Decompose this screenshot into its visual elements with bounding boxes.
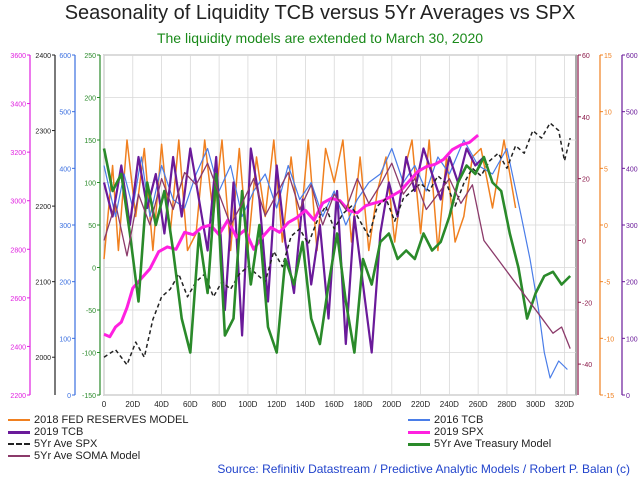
legend-label: 5Yr Ave SPX <box>34 438 98 450</box>
x-tick-label: 140D <box>296 400 315 409</box>
blue-tick-label: 200 <box>59 280 71 287</box>
chart-legend: 2018 FED RESERVES MODEL 2016 TCB 2019 TCB 2… <box>8 414 608 464</box>
blue-tick-label: 0 <box>67 393 71 400</box>
spx_magenta-tick-label: 3000 <box>10 199 26 206</box>
maroon-tick-label: -40 <box>582 362 592 369</box>
legend-item: 5Yr Ave Treasury Model <box>408 438 551 450</box>
x-tick-label: 320D <box>555 400 574 409</box>
green-tick-label: -50 <box>86 308 96 315</box>
spx_magenta-tick-label: 2200 <box>10 393 26 400</box>
legend-item: 5Yr Ave SPX <box>8 438 97 450</box>
orange-tick-label: 15 <box>604 53 612 60</box>
legend-swatch <box>8 443 30 445</box>
orange-tick-label: -15 <box>604 393 614 400</box>
tcb_black-tick-label: 2000 <box>35 355 51 362</box>
x-tick-label: 60D <box>183 400 198 409</box>
x-tick-label: 0 <box>102 400 107 409</box>
legend-item: 5Yr Ave SOMA Model <box>8 450 140 462</box>
legend-label: 2018 FED RESERVES MODEL <box>34 414 189 426</box>
blue-tick-label: 500 <box>59 110 71 117</box>
legend-label: 5Yr Ave Treasury Model <box>434 438 552 450</box>
spx_magenta-tick-label: 3200 <box>10 150 26 157</box>
legend-label: 2019 TCB <box>34 426 84 438</box>
tcb_black-tick-label: 2400 <box>35 53 51 60</box>
legend-item: 2016 TCB <box>408 414 483 426</box>
purple-tick-label: 400 <box>626 166 638 173</box>
legend-swatch <box>408 430 430 434</box>
x-tick-label: 260D <box>469 400 488 409</box>
series-line-4 <box>103 122 571 366</box>
purple-tick-label: 200 <box>626 280 638 287</box>
spx_magenta-tick-label: 2800 <box>10 247 26 254</box>
spx_magenta-tick-label: 2600 <box>10 296 26 303</box>
chart-title: Seasonality of Liquidity TCB versus 5Yr … <box>64 2 576 24</box>
series-line-1 <box>103 139 568 379</box>
x-tick-label: 300D <box>526 400 545 409</box>
legend-swatch <box>408 419 430 421</box>
spx_magenta-tick-label: 3400 <box>10 102 26 109</box>
blue-tick-label: 300 <box>59 223 71 230</box>
legend-item: 2018 FED RESERVES MODEL <box>8 414 188 426</box>
spx_magenta-tick-label: 2400 <box>10 344 26 351</box>
legend-swatch <box>8 430 30 434</box>
green-tick-label: 50 <box>88 223 96 230</box>
maroon-tick-label: 40 <box>582 115 590 122</box>
spx_magenta-tick-label: 3600 <box>10 53 26 60</box>
x-tick-label: 40D <box>154 400 169 409</box>
blue-tick-label: 600 <box>59 53 71 60</box>
legend-swatch <box>8 419 30 421</box>
blue-tick-label: 100 <box>59 336 71 343</box>
green-tick-label: 200 <box>84 96 96 103</box>
x-tick-label: 160D <box>325 400 344 409</box>
x-tick-label: 20D <box>125 400 140 409</box>
x-tick-label: 240D <box>440 400 459 409</box>
green-tick-label: 250 <box>84 53 96 60</box>
legend-label: 2019 SPX <box>434 426 484 438</box>
maroon-tick-label: 20 <box>582 177 590 184</box>
chart-subtitle: The liquidity models are extended to Mar… <box>156 30 484 46</box>
maroon-tick-label: 60 <box>582 53 590 60</box>
x-tick-label: 280D <box>497 400 516 409</box>
x-tick-label: 120D <box>267 400 286 409</box>
tcb_black-tick-label: 2200 <box>35 204 51 211</box>
green-tick-label: 0 <box>92 266 96 273</box>
orange-tick-label: 0 <box>604 223 608 230</box>
legend-item: 2019 TCB <box>8 426 83 438</box>
x-tick-label: 200D <box>382 400 401 409</box>
green-tick-label: 100 <box>84 181 96 188</box>
tcb_black-tick-label: 2300 <box>35 129 51 136</box>
purple-tick-label: 600 <box>626 53 638 60</box>
series-line-6 <box>103 162 571 349</box>
series-line-5 <box>102 148 572 354</box>
x-tick-label: 100D <box>238 400 257 409</box>
green-tick-label: 150 <box>84 138 96 145</box>
series-line-3 <box>103 133 480 339</box>
source-note: Source: Refinitiv Datastream / Predictiv… <box>217 462 630 476</box>
green-tick-label: -150 <box>82 393 96 400</box>
orange-tick-label: 5 <box>604 166 608 173</box>
green-tick-label: -100 <box>82 351 96 358</box>
orange-tick-label: 10 <box>604 110 612 117</box>
x-tick-label: 180D <box>353 400 372 409</box>
legend-label: 2016 TCB <box>434 414 484 426</box>
orange-tick-label: -10 <box>604 336 614 343</box>
maroon-tick-label: 0 <box>582 238 586 245</box>
purple-tick-label: 0 <box>626 393 630 400</box>
maroon-tick-label: -20 <box>582 300 592 307</box>
purple-tick-label: 300 <box>626 223 638 230</box>
purple-tick-label: 500 <box>626 110 638 117</box>
purple-tick-label: 100 <box>626 336 638 343</box>
legend-swatch <box>8 455 30 457</box>
tcb_black-tick-label: 2100 <box>35 280 51 287</box>
orange-tick-label: -5 <box>604 280 610 287</box>
blue-tick-label: 400 <box>59 166 71 173</box>
legend-item: 2019 SPX <box>408 426 484 438</box>
x-tick-label: 220D <box>411 400 430 409</box>
legend-swatch <box>408 442 430 446</box>
x-tick-label: 80D <box>212 400 227 409</box>
legend-label: 5Yr Ave SOMA Model <box>34 450 141 462</box>
